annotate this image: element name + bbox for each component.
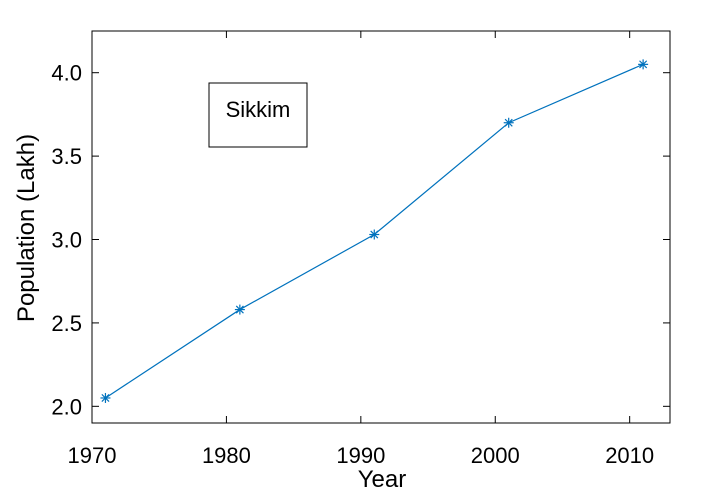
- y-axis-label: Population (Lakh): [13, 134, 40, 322]
- x-tick-label: 1970: [68, 443, 117, 468]
- x-tick-label: 1980: [202, 443, 251, 468]
- y-tick-label: 2.5: [51, 311, 82, 336]
- y-axis: 2.0 2.5 3.0 3.5 4.0: [51, 61, 670, 419]
- data-point-marker: [638, 59, 649, 70]
- data-point-marker: [234, 304, 245, 315]
- annotation-label: Sikkim: [226, 97, 291, 122]
- annotation-frame: [208, 82, 308, 148]
- data-point-marker: [369, 229, 380, 240]
- x-tick-label: 2010: [605, 443, 654, 468]
- x-tick-label: 2000: [471, 443, 520, 468]
- x-axis-label: Year: [358, 466, 407, 493]
- x-tick-label: 1990: [336, 443, 385, 468]
- marker-stroke: [504, 118, 513, 127]
- data-point-marker: [100, 392, 111, 403]
- y-tick-label: 4.0: [51, 61, 82, 86]
- annotation-box: Sikkim: [208, 82, 308, 148]
- series-markers: [100, 59, 649, 403]
- y-tick-label: 2.0: [51, 394, 82, 419]
- marker-stroke: [235, 305, 244, 314]
- marker-stroke: [370, 230, 379, 239]
- marker-stroke: [101, 393, 110, 403]
- y-tick-label: 3.5: [51, 144, 82, 169]
- y-tick-label: 3.0: [51, 228, 82, 253]
- marker-stroke: [639, 60, 648, 69]
- x-axis: 1970 1980 1990 2000 2010: [68, 31, 654, 468]
- plot-area-frame: [91, 30, 671, 424]
- data-point-marker: [503, 117, 514, 128]
